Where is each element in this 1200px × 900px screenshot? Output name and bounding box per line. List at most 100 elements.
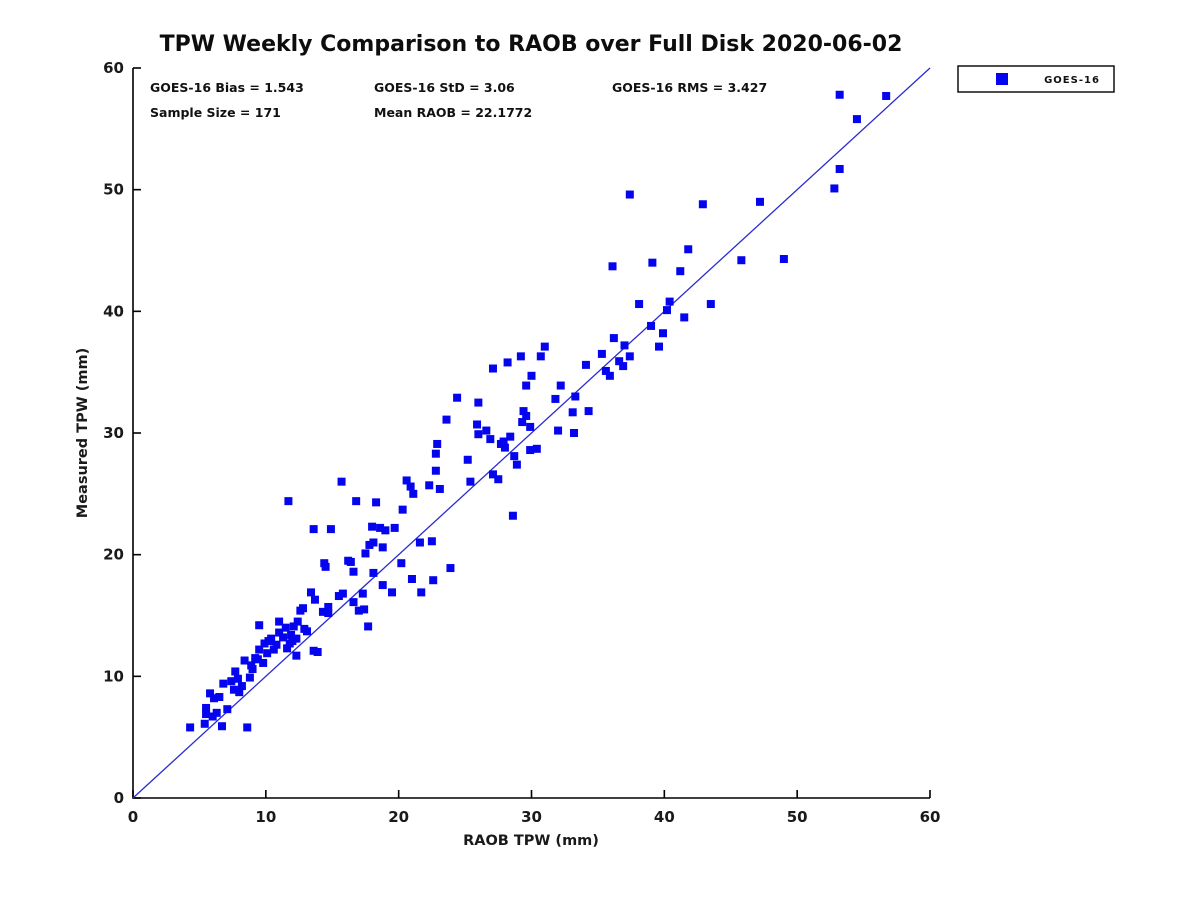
data-point xyxy=(474,398,483,407)
x-tick-label: 60 xyxy=(920,808,941,826)
data-point xyxy=(532,444,541,453)
x-tick-label: 30 xyxy=(521,808,542,826)
data-point xyxy=(536,352,545,361)
data-point xyxy=(648,258,657,267)
data-point xyxy=(506,432,515,441)
data-point xyxy=(206,689,215,698)
data-point xyxy=(518,418,527,427)
data-point xyxy=(349,598,358,607)
y-tick-label: 0 xyxy=(114,789,124,807)
data-point xyxy=(309,525,318,534)
data-point xyxy=(318,607,327,616)
data-point xyxy=(349,567,358,576)
legend-marker-icon xyxy=(996,73,1008,85)
stat-std: GOES-16 StD = 3.06 xyxy=(374,80,515,95)
data-point xyxy=(510,452,519,461)
x-tick-label: 10 xyxy=(255,808,276,826)
data-point xyxy=(698,200,707,209)
x-axis-label: RAOB TPW (mm) xyxy=(463,833,599,849)
identity-line-path xyxy=(132,67,931,799)
data-point xyxy=(540,342,549,351)
data-point xyxy=(488,470,497,479)
data-point xyxy=(231,667,240,676)
data-point xyxy=(466,477,475,486)
data-point xyxy=(659,329,668,338)
data-point xyxy=(680,313,689,322)
data-point xyxy=(615,357,624,366)
data-point xyxy=(522,381,531,390)
data-point xyxy=(275,617,284,626)
data-point xyxy=(369,538,378,547)
data-point xyxy=(494,475,503,484)
data-point xyxy=(526,446,535,455)
data-point xyxy=(364,622,373,631)
data-point xyxy=(662,306,671,315)
identity-line xyxy=(132,67,931,799)
data-point xyxy=(229,685,238,694)
data-point xyxy=(344,556,353,565)
data-point xyxy=(647,321,656,330)
data-point xyxy=(503,358,512,367)
data-point xyxy=(272,640,281,649)
x-tick-label: 20 xyxy=(388,808,409,826)
legend-label: GOES-16 xyxy=(1044,75,1100,86)
data-point xyxy=(512,460,521,469)
data-point xyxy=(326,525,335,534)
data-point xyxy=(635,300,644,309)
data-point xyxy=(292,634,301,643)
data-point xyxy=(442,415,451,424)
data-point xyxy=(597,349,606,358)
data-point xyxy=(584,407,593,416)
scatter-points xyxy=(186,90,891,732)
y-axis-label: Measured TPW (mm) xyxy=(75,348,91,518)
data-point xyxy=(378,543,387,552)
data-point xyxy=(397,559,406,568)
data-point xyxy=(676,267,685,276)
data-point xyxy=(263,649,272,658)
data-point xyxy=(527,371,536,380)
data-point xyxy=(212,708,221,717)
y-tick-label: 50 xyxy=(103,181,124,199)
data-point xyxy=(378,581,387,590)
data-point xyxy=(581,360,590,369)
x-tick-label: 0 xyxy=(128,808,138,826)
data-point xyxy=(324,609,333,618)
data-point xyxy=(372,498,381,507)
data-point xyxy=(215,693,224,702)
data-point xyxy=(427,537,436,546)
data-point xyxy=(619,362,628,371)
data-point xyxy=(202,710,211,719)
data-point xyxy=(361,549,370,558)
data-point xyxy=(338,589,347,598)
data-point xyxy=(571,392,580,401)
y-tick-label: 30 xyxy=(103,424,124,442)
data-point xyxy=(431,466,440,475)
stat-mean-raob: Mean RAOB = 22.1772 xyxy=(374,105,532,120)
data-point xyxy=(369,568,378,577)
data-point xyxy=(313,648,322,656)
data-point xyxy=(519,407,528,416)
data-point xyxy=(381,526,390,535)
legend: GOES-16 xyxy=(957,65,1115,93)
data-point xyxy=(248,665,257,674)
data-point xyxy=(665,297,674,306)
data-point xyxy=(279,633,288,642)
data-point xyxy=(200,719,209,728)
data-point xyxy=(655,342,664,351)
data-point xyxy=(245,673,254,682)
data-point xyxy=(235,688,244,697)
data-point xyxy=(508,511,517,520)
data-point xyxy=(554,426,563,435)
data-point xyxy=(433,439,442,448)
data-point xyxy=(275,628,284,637)
data-point xyxy=(227,677,236,686)
data-point xyxy=(601,366,610,375)
data-point xyxy=(310,595,319,604)
data-point xyxy=(435,484,444,493)
data-point xyxy=(499,437,508,446)
data-point xyxy=(337,477,346,486)
data-point xyxy=(406,482,415,491)
data-point xyxy=(453,393,462,402)
